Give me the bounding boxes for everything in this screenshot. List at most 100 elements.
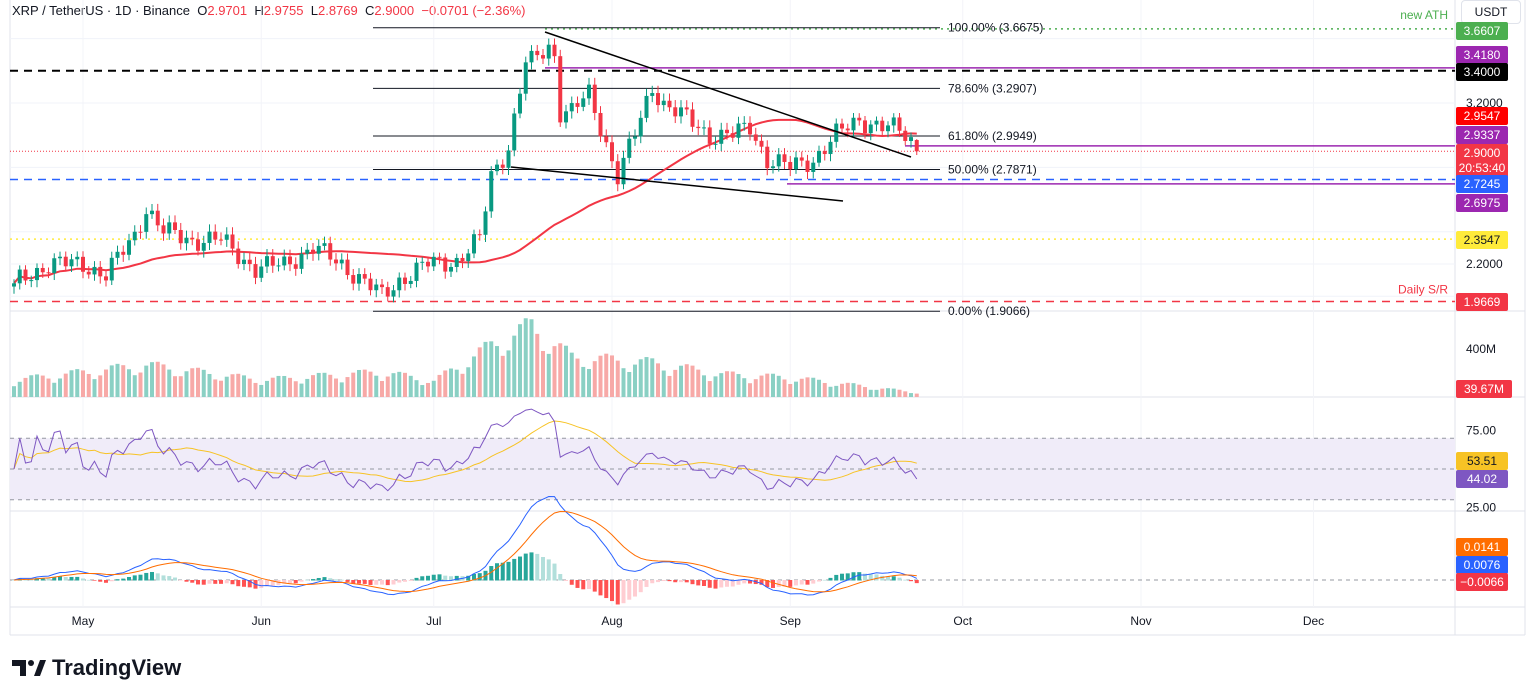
- volume-bar: [368, 371, 373, 397]
- macd-histogram-bar: [627, 580, 632, 600]
- candle-body: [86, 271, 91, 275]
- candle-body: [207, 231, 212, 243]
- macd-histogram-bar: [673, 580, 678, 583]
- volume-bar: [713, 376, 718, 397]
- macd-histogram-bar: [12, 580, 16, 581]
- candle-body: [40, 267, 45, 273]
- candle-body: [328, 243, 333, 260]
- volume-bar: [115, 363, 120, 397]
- macd-histogram-bar: [730, 580, 735, 587]
- macd-histogram-bar: [69, 576, 74, 581]
- candle-body: [357, 274, 361, 284]
- candle-body: [794, 157, 798, 170]
- macd-histogram-bar: [293, 580, 298, 584]
- price-label-bg: [1456, 175, 1508, 193]
- macd-histogram-bar: [748, 580, 752, 584]
- volume-bar: [552, 346, 557, 397]
- candle-body: [880, 120, 885, 132]
- macd-histogram-bar: [150, 571, 154, 581]
- candle-body: [822, 151, 827, 155]
- macd-histogram-bar: [644, 580, 649, 587]
- macd-histogram-bar: [788, 580, 793, 587]
- macd-histogram-bar: [817, 580, 821, 582]
- high-value: 2.9755: [263, 3, 304, 18]
- volume-bar: [190, 368, 195, 397]
- macd-histogram-bar: [391, 580, 396, 585]
- rsi-ma-line: [13, 420, 917, 483]
- volume-bar: [351, 372, 356, 397]
- macd-histogram-bar: [213, 580, 218, 584]
- ma-line: [13, 118, 917, 284]
- price-label-bg: [1456, 46, 1508, 64]
- candle-body: [454, 257, 459, 267]
- volume-bar: [483, 341, 488, 397]
- candle-body: [75, 256, 80, 260]
- volume-bar: [391, 373, 396, 397]
- volume-bar: [414, 380, 419, 397]
- volume-bar: [345, 377, 350, 397]
- candle-body: [35, 267, 39, 281]
- volume-bar: [529, 319, 534, 397]
- candle-body: [219, 239, 223, 241]
- candle-body: [12, 283, 16, 287]
- volume-bar: [98, 375, 103, 397]
- volume-bar: [276, 375, 281, 397]
- macd-histogram-bar: [242, 580, 246, 587]
- volume-bar: [167, 369, 172, 397]
- volume-bar: [805, 377, 810, 397]
- candle-body: [391, 290, 396, 297]
- macd-histogram-bar: [546, 559, 551, 581]
- macd-histogram-bar: [270, 580, 275, 586]
- volume-bar: [753, 379, 758, 397]
- volume-bar: [357, 369, 361, 397]
- volume-bar: [109, 365, 114, 397]
- macd-histogram-bar: [719, 580, 724, 588]
- price-chart[interactable]: 3.2000 2.2000 May Jun Jul Aug Sep Oct Nov Dec 100.…: [0, 0, 1536, 640]
- macd-histogram-bar: [535, 553, 540, 581]
- price-label: 3.6607: [1464, 24, 1501, 38]
- candle-body: [719, 129, 724, 144]
- candle-body: [466, 253, 471, 262]
- volume-bar: [23, 377, 28, 397]
- candle-body: [903, 130, 908, 142]
- tradingview-logo-icon: [12, 660, 46, 676]
- tradingview-logo[interactable]: TradingView: [12, 655, 181, 681]
- candle-body: [581, 98, 586, 107]
- volume-bar: [771, 373, 775, 397]
- candle-body: [506, 150, 511, 168]
- volume-bar: [633, 364, 637, 397]
- macd-histogram-bar: [621, 580, 626, 604]
- volume-bar: [247, 378, 252, 397]
- macd-histogram-bar: [661, 580, 666, 582]
- time-tick: Dec: [1303, 614, 1324, 628]
- symbol-name[interactable]: XRP / TetherUS · 1D · Binance: [12, 3, 190, 18]
- volume-bar: [512, 335, 517, 397]
- macd-histogram-bar: [75, 576, 80, 581]
- volume-bar: [903, 391, 908, 397]
- candle-body: [598, 113, 603, 137]
- macd-histogram-bar: [104, 580, 108, 583]
- price-label-bg: [1456, 144, 1508, 178]
- volume-bar: [58, 378, 62, 397]
- macd-histogram-bar: [454, 575, 459, 581]
- candle-body: [914, 140, 919, 152]
- candle-body: [759, 140, 764, 147]
- currency-button[interactable]: USDT: [1461, 0, 1521, 24]
- macd-histogram-bar: [385, 580, 390, 586]
- volume-bar: [828, 386, 833, 397]
- candle-body: [638, 117, 643, 137]
- macd-histogram-bar: [357, 580, 361, 584]
- candle-body: [339, 259, 344, 264]
- candle-body: [431, 256, 436, 267]
- macd-histogram-bar: [339, 579, 344, 581]
- candle-body: [702, 127, 706, 129]
- volume-bar: [265, 380, 269, 397]
- macd-histogram-bar: [311, 579, 315, 581]
- volume-bar: [891, 388, 896, 397]
- candle-body: [765, 146, 770, 169]
- signal-line: [13, 510, 917, 593]
- candle-body: [552, 44, 557, 57]
- macd-histogram-bar: [592, 580, 597, 592]
- candle-body: [397, 277, 402, 291]
- volume-bar: [63, 373, 68, 397]
